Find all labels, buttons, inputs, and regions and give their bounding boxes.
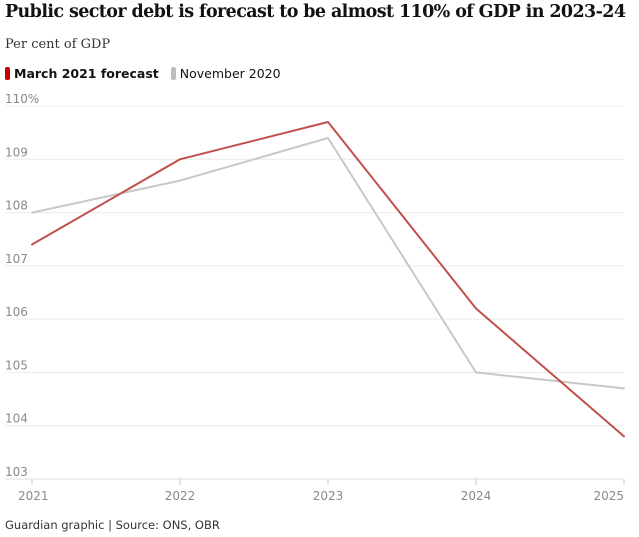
y-tick-label: 103	[5, 465, 28, 479]
legend-item-march: March 2021 forecast	[5, 66, 159, 81]
legend-label-march: March 2021 forecast	[14, 66, 159, 81]
x-tick-label: 2025	[593, 489, 624, 503]
chart-subtitle: Per cent of GDP	[5, 37, 111, 52]
y-tick-label: 104	[5, 412, 28, 426]
x-tick-label: 2023	[313, 489, 344, 503]
legend-swatch-november	[170, 67, 176, 80]
legend: March 2021 forecast November 2020	[5, 66, 293, 81]
series-line-march-2021	[31, 121, 625, 438]
source-note: Guardian graphic | Source: ONS, OBR	[5, 518, 220, 532]
series-line-november-2020	[31, 137, 625, 390]
y-tick-label: 108	[5, 199, 28, 213]
y-tick-label: 105	[5, 358, 28, 372]
y-tick-label: 110%	[5, 92, 39, 106]
chart-title: Public sector debt is forecast to be alm…	[5, 2, 626, 22]
y-tick-label: 107	[5, 252, 28, 266]
y-tick-label: 106	[5, 305, 28, 319]
legend-swatch-march	[5, 67, 10, 80]
legend-item-november: November 2020	[170, 66, 281, 81]
x-tick-label: 2022	[165, 489, 196, 503]
x-tick-label: 2024	[461, 489, 492, 503]
x-tick-label: 2021	[18, 489, 49, 503]
legend-label-november: November 2020	[179, 66, 281, 81]
y-tick-label: 109	[5, 145, 28, 159]
